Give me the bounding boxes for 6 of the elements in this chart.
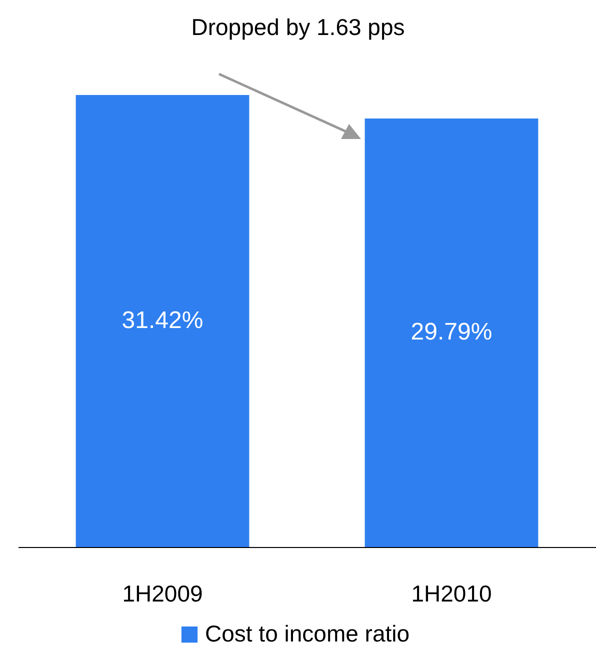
legend-label: Cost to income ratio [205,620,410,646]
x-tick-label: 1H2010 [411,580,492,606]
text: Dropped by 1.63 pps [190,14,406,41]
data-label: 29.79% [410,318,492,346]
data-label: 31.42% [122,307,204,334]
x-tick-label: 1H2009 [122,580,203,606]
